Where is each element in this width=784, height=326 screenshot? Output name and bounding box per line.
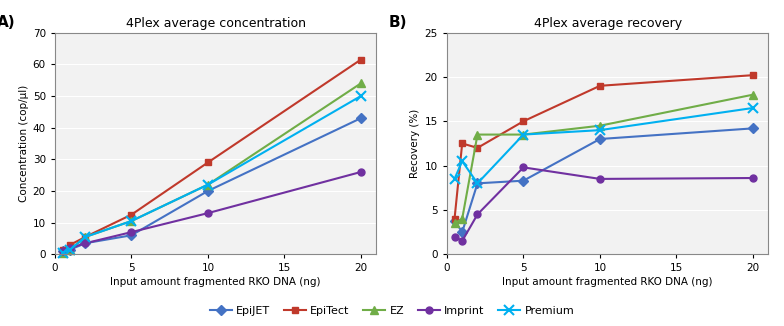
- X-axis label: Input amount fragmented RKO DNA (ng): Input amount fragmented RKO DNA (ng): [503, 277, 713, 288]
- Text: B): B): [389, 15, 408, 30]
- Title: 4Plex average concentration: 4Plex average concentration: [125, 17, 306, 30]
- Y-axis label: Concentration (cop/µl): Concentration (cop/µl): [19, 85, 28, 202]
- X-axis label: Input amount fragmented RKO DNA (ng): Input amount fragmented RKO DNA (ng): [111, 277, 321, 288]
- Text: A): A): [0, 15, 16, 30]
- Y-axis label: Recovery (%): Recovery (%): [411, 109, 420, 178]
- Title: 4Plex average recovery: 4Plex average recovery: [534, 17, 681, 30]
- Legend: EpiJET, EpiTect, EZ, Imprint, Premium: EpiJET, EpiTect, EZ, Imprint, Premium: [205, 302, 579, 320]
